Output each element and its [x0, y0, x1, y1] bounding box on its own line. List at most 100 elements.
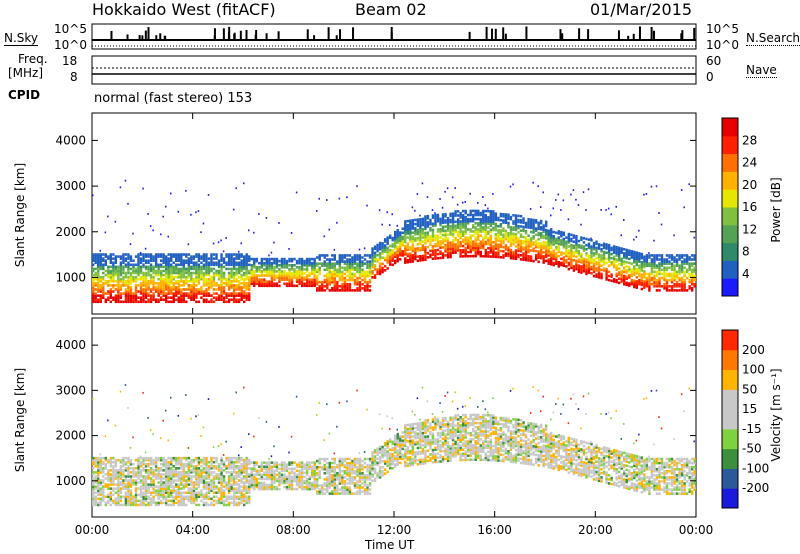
velocity-cell [142, 456, 145, 460]
velocity-cell [112, 464, 115, 468]
power-cell [109, 288, 113, 291]
velocity-cell [220, 485, 223, 488]
velocity-cell [162, 483, 165, 486]
velocity-cell [164, 469, 168, 472]
power-cell [683, 282, 686, 286]
power-cell [562, 237, 566, 241]
power-cell [225, 277, 228, 281]
power-cell [693, 278, 696, 282]
velocity-cell [237, 460, 241, 464]
power-cell [248, 292, 251, 295]
power-cell [230, 279, 233, 283]
power-cell [321, 284, 324, 288]
power-cell [149, 273, 153, 277]
power-cell [567, 218, 570, 221]
velocity-cell [212, 464, 216, 468]
power-cell [260, 272, 264, 275]
power-cell [449, 249, 452, 253]
velocity-cell [230, 471, 233, 474]
velocity-cell [92, 495, 95, 499]
power-cell [97, 279, 100, 283]
power-cell [492, 212, 495, 215]
power-cell [451, 247, 455, 250]
power-cell [117, 277, 120, 281]
power-cell [670, 268, 674, 272]
power-cell [104, 298, 107, 302]
power-cell [217, 263, 221, 267]
power-cell [172, 288, 175, 291]
power-cell [240, 294, 243, 297]
power-cell [391, 253, 394, 256]
velocity-cell [220, 467, 223, 470]
power-cell [567, 251, 571, 254]
power-cell [220, 286, 223, 289]
power-cell [102, 275, 105, 279]
power-cell [235, 263, 238, 267]
velocity-cell [102, 481, 105, 484]
velocity-cell [182, 475, 185, 478]
power-cell [421, 258, 425, 262]
velocity-cell [147, 483, 150, 486]
power-cell [524, 252, 528, 256]
power-cell [577, 254, 581, 257]
power-cell [142, 294, 145, 297]
power-cell [615, 252, 618, 255]
power-cell [492, 216, 495, 219]
power-cell [456, 249, 460, 252]
velocity-cell [245, 460, 248, 464]
power-cell [298, 266, 301, 269]
power-cell [170, 267, 173, 271]
power-cell [396, 257, 399, 261]
power-cell [436, 242, 440, 246]
power-cell [562, 199, 565, 202]
power-cell [92, 269, 95, 273]
velocity-cell [104, 483, 107, 486]
power-cell [469, 246, 472, 250]
velocity-cell [227, 460, 231, 464]
power-cell [567, 267, 571, 271]
power-cell [205, 267, 208, 271]
power-cell [129, 288, 133, 291]
power-cell [567, 249, 571, 252]
power-cell [182, 267, 185, 271]
power-cell [575, 245, 578, 248]
power-cell [406, 246, 409, 250]
power-cell [534, 245, 538, 249]
power-cell [149, 263, 153, 267]
power-cell [612, 245, 616, 248]
velocity-cell [114, 475, 118, 478]
power-cell [615, 250, 618, 253]
power-cell [139, 257, 143, 260]
power-cell [620, 280, 623, 283]
power-cell [195, 269, 198, 273]
power-cell [205, 298, 208, 302]
power-cell [557, 238, 560, 241]
velocity-cell [104, 495, 107, 499]
power-cell [597, 261, 601, 265]
power-cell [152, 257, 155, 260]
power-cell [670, 287, 674, 290]
velocity-cell [144, 497, 148, 501]
power-cell [182, 296, 185, 299]
power-cell [555, 239, 558, 243]
power-cell [134, 269, 138, 273]
power-cell [97, 257, 100, 260]
power-cell [532, 231, 535, 234]
power-cell [509, 215, 513, 219]
power-cell [643, 193, 645, 196]
power-cell [318, 287, 321, 290]
power-cell [660, 268, 664, 272]
power-cell [132, 275, 135, 279]
power-cell [270, 274, 274, 277]
velocity-cell [197, 471, 201, 474]
power-cell [167, 235, 169, 238]
power-cell [265, 257, 269, 261]
power-cell [177, 288, 180, 291]
power-cell [210, 257, 213, 260]
power-cell [542, 236, 545, 240]
power-cell [94, 296, 97, 299]
power-cell [240, 286, 243, 289]
power-cell [258, 278, 261, 281]
velocity-cell [182, 497, 185, 501]
velocity-cell [197, 469, 201, 472]
